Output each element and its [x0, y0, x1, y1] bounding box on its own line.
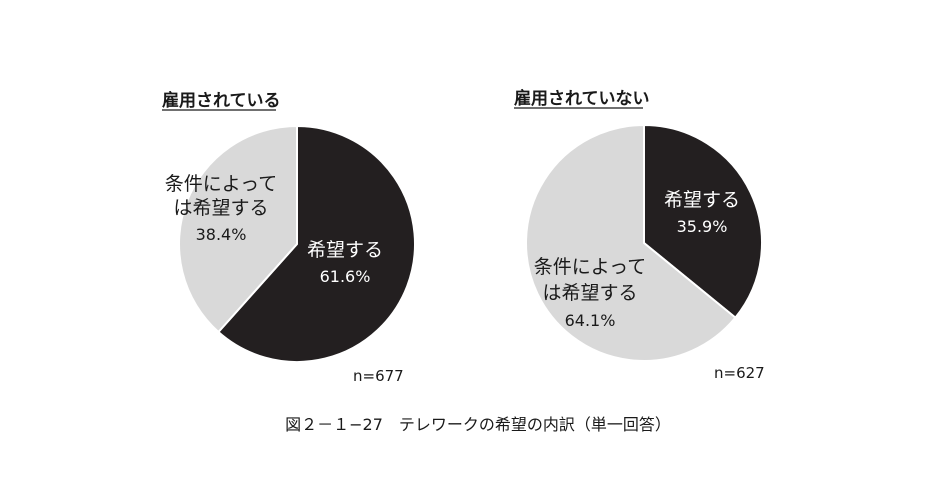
slice-pct-not-employed-wish: 35.9%: [677, 217, 728, 236]
slice-label-not-employed-conditional-line1: 条件によって: [534, 256, 646, 278]
pie-slice-not-employed-conditional: [525, 123, 737, 362]
slice-pct-employed-wish: 61.6%: [320, 267, 371, 286]
slice-pct-not-employed-conditional: 64.1%: [565, 311, 616, 330]
figure-caption: 図２－１−27 テレワークの希望の内訳（単一回答）: [285, 415, 671, 434]
pie-slice-employed-wish: [216, 124, 416, 363]
slice-label-employed-conditional-line1: 条件によって: [165, 173, 277, 195]
slice-pct-employed-conditional: 38.4%: [196, 225, 247, 244]
slice-label-not-employed-conditional-line2: は希望する: [542, 282, 637, 304]
pie-slice-employed-conditional: [178, 124, 298, 334]
slice-label-employed-conditional-line2: は希望する: [173, 197, 268, 219]
sample-size-not-employed: n=627: [714, 364, 765, 382]
slice-label-not-employed-wish: 希望する: [664, 189, 740, 211]
pie-title-employed: 雇用されている: [162, 90, 281, 111]
pie-title-not-employed: 雇用されていない: [514, 88, 650, 109]
pie-chart-employed: 雇用されている 希望する 61.6% 条件によって は希望する 38.4% n=…: [162, 90, 416, 385]
pie-slice-not-employed-wish: [643, 123, 763, 320]
sample-size-employed: n=677: [353, 367, 404, 385]
pie-chart-not-employed: 雇用されていない 希望する 35.9% 条件によって は希望する 64.1% n…: [514, 88, 765, 382]
slice-label-employed-wish: 希望する: [307, 239, 383, 261]
